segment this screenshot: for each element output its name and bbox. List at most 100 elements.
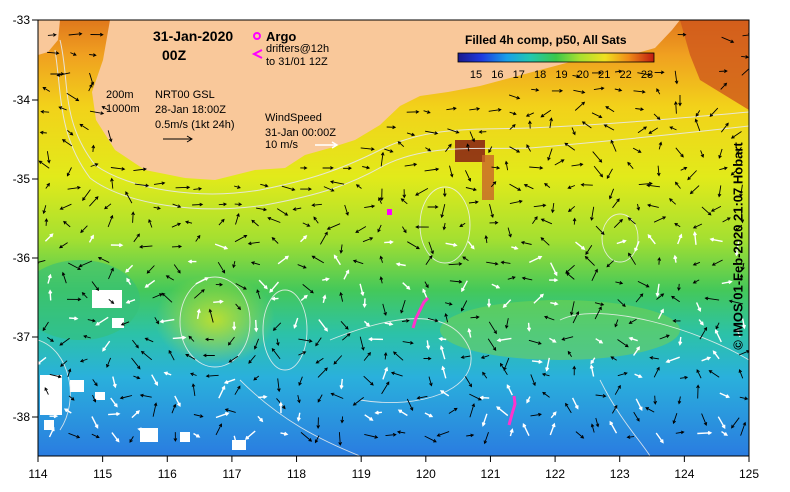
velocity-arrow bbox=[271, 237, 279, 244]
velocity-arrow bbox=[669, 126, 677, 131]
contour-200m-label: 200m bbox=[106, 89, 134, 101]
velocity-arrow bbox=[708, 370, 720, 378]
velocity-arrow bbox=[488, 108, 502, 112]
velocity-arrow bbox=[486, 261, 499, 266]
velocity-arrow bbox=[633, 90, 646, 94]
velocity-arrow bbox=[567, 350, 572, 357]
velocity-arrow bbox=[508, 94, 521, 100]
velocity-arrow bbox=[712, 350, 720, 360]
velocity-arrow bbox=[447, 128, 460, 134]
velocity-arrow bbox=[526, 396, 531, 404]
velocity-arrow bbox=[677, 233, 683, 245]
velocity-arrow bbox=[594, 306, 602, 320]
velocity-arrow bbox=[47, 33, 57, 37]
velocity-arrow bbox=[235, 212, 240, 225]
velocity-arrow bbox=[108, 299, 115, 305]
velocity-arrow bbox=[89, 72, 95, 86]
x-tick-label: 124 bbox=[674, 467, 694, 481]
velocity-arrow bbox=[595, 417, 600, 428]
velocity-arrow bbox=[614, 88, 623, 92]
velocity-arrow bbox=[446, 106, 457, 111]
velocity-arrow bbox=[675, 147, 684, 158]
velocity-arrow bbox=[58, 242, 68, 249]
velocity-arrow bbox=[173, 432, 178, 442]
plot-area bbox=[38, 20, 749, 456]
velocity-arrow bbox=[740, 208, 745, 224]
velocity-arrow bbox=[68, 432, 81, 439]
velocity-arrow bbox=[185, 353, 196, 360]
velocity-arrow bbox=[540, 218, 553, 225]
velocity-arrow bbox=[692, 279, 700, 284]
land-southwest-cape bbox=[38, 20, 60, 55]
velocity-arrow bbox=[580, 182, 593, 187]
velocity-arrow bbox=[233, 435, 239, 450]
velocity-arrow bbox=[678, 95, 682, 107]
velocity-arrow bbox=[677, 283, 681, 292]
velocity-arrow bbox=[425, 130, 439, 135]
drifter-track-south bbox=[507, 395, 517, 426]
x-tick-label: 118 bbox=[287, 467, 306, 481]
velocity-arrow bbox=[574, 101, 586, 111]
velocity-arrow bbox=[392, 351, 404, 361]
velocity-arrow bbox=[78, 260, 93, 268]
velocity-arrow bbox=[481, 413, 488, 427]
velocity-arrow bbox=[298, 376, 303, 386]
velocity-arrow bbox=[330, 392, 344, 399]
velocity-arrow bbox=[445, 242, 458, 247]
velocity-arrow bbox=[656, 165, 661, 177]
velocity-arrow bbox=[633, 346, 641, 356]
warm-plume bbox=[455, 140, 485, 162]
velocity-arrow bbox=[507, 276, 516, 280]
velocity-arrow bbox=[532, 216, 538, 225]
velocity-arrow bbox=[250, 261, 261, 266]
velocity-arrow bbox=[362, 165, 371, 170]
velocity-arrow bbox=[404, 162, 418, 167]
velocity-arrow bbox=[504, 160, 509, 171]
velocity-arrow bbox=[730, 131, 742, 139]
velocity-arrow bbox=[67, 185, 81, 190]
velocity-arrow bbox=[188, 335, 195, 342]
velocity-arrow bbox=[448, 407, 458, 414]
velocity-arrow bbox=[234, 234, 248, 243]
plot-frame bbox=[37, 19, 750, 457]
velocity-arrow bbox=[739, 184, 743, 198]
velocity-arrow bbox=[721, 431, 729, 436]
velocity-arrow bbox=[590, 357, 596, 365]
velocity-arrow bbox=[529, 166, 544, 170]
velocity-arrow bbox=[509, 183, 522, 191]
velocity-arrow bbox=[709, 107, 719, 117]
velocity-arrow bbox=[47, 337, 54, 342]
velocity-arrow bbox=[739, 273, 744, 281]
velocity-arrow bbox=[479, 395, 490, 400]
velocity-arrow bbox=[617, 299, 626, 308]
velocity-arrow bbox=[218, 218, 225, 226]
velocity-arrow bbox=[424, 412, 434, 418]
velocity-arrow bbox=[658, 141, 663, 150]
velocity-arrow bbox=[318, 319, 329, 332]
velocity-arrow bbox=[672, 413, 678, 425]
velocity-arrow bbox=[717, 416, 726, 429]
velocity-arrow bbox=[384, 240, 394, 245]
velocity-arrow bbox=[311, 255, 325, 264]
velocity-arrow bbox=[572, 311, 580, 324]
velocity-arrow bbox=[425, 255, 433, 265]
velocity-arrow bbox=[257, 415, 264, 423]
velocity-arrow bbox=[571, 162, 584, 167]
x-tick-label: 115 bbox=[93, 467, 112, 481]
velocity-arrow bbox=[589, 364, 595, 377]
velocity-arrow bbox=[173, 264, 181, 274]
velocity-arrow bbox=[68, 32, 83, 36]
y-tick-label: -37 bbox=[13, 330, 31, 344]
velocity-arrow bbox=[119, 395, 133, 400]
velocity-arrow bbox=[382, 366, 389, 380]
velocity-arrow bbox=[719, 69, 728, 73]
velocity-arrow bbox=[428, 376, 433, 387]
velocity-arrow bbox=[717, 185, 722, 198]
velocity-arrow bbox=[526, 322, 532, 332]
velocity-arrow bbox=[665, 356, 680, 363]
colorbar-tick-label: 20 bbox=[577, 69, 589, 81]
velocity-arrow bbox=[218, 385, 226, 399]
velocity-arrow bbox=[550, 301, 559, 306]
velocity-arrow bbox=[292, 207, 302, 211]
velocity-arrow bbox=[464, 170, 472, 182]
